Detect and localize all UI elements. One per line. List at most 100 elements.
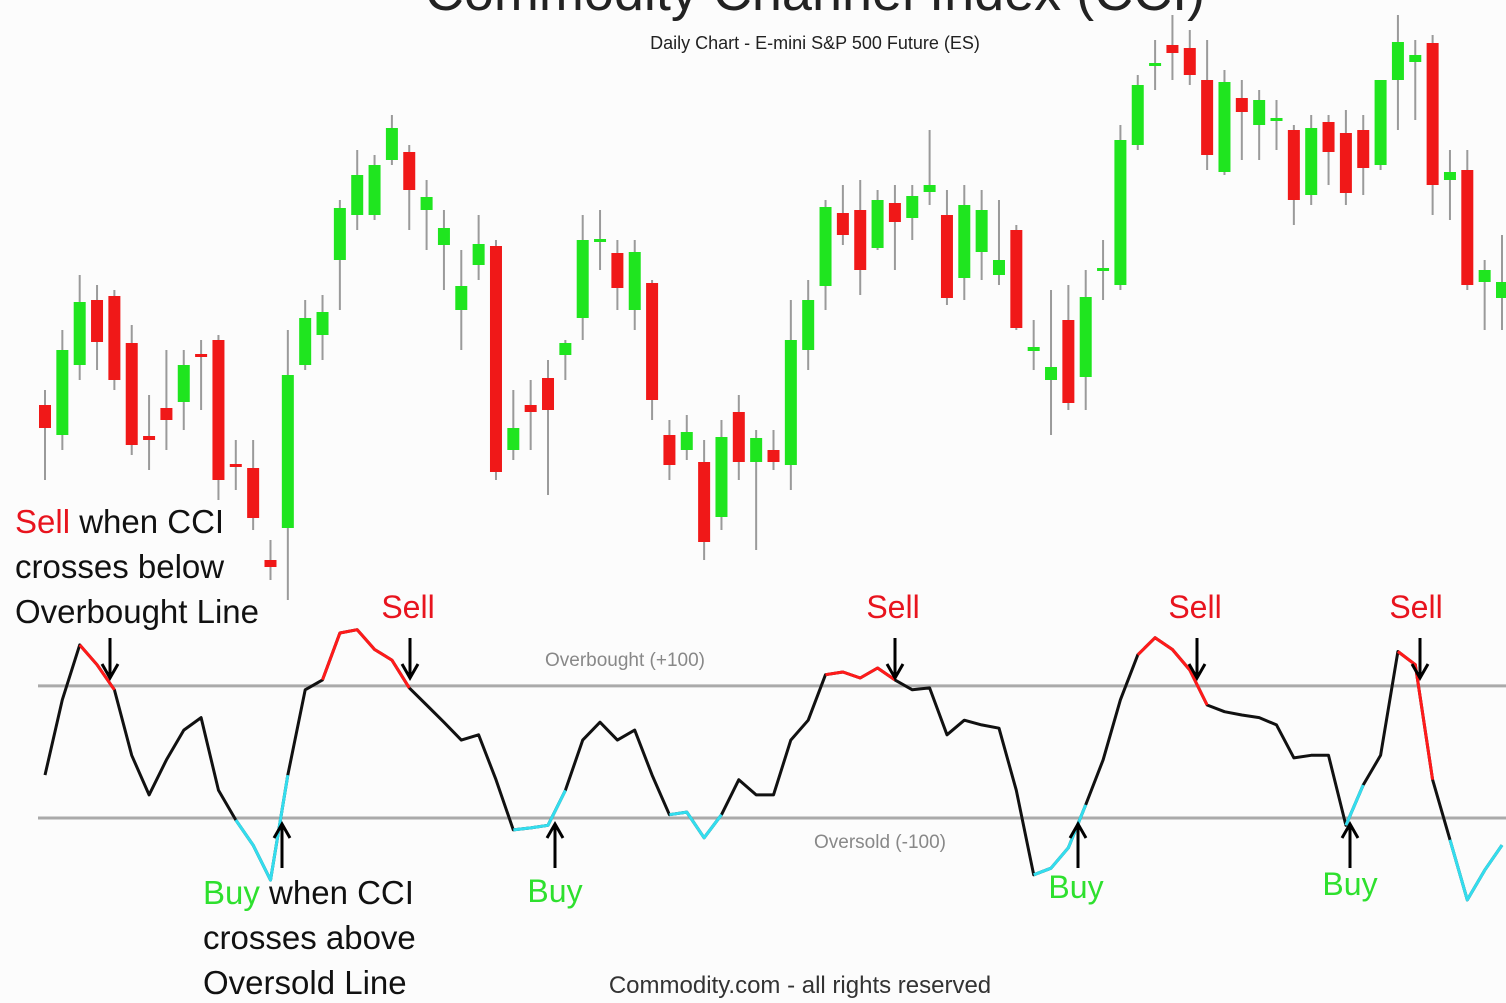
candle-body bbox=[368, 165, 381, 215]
arrow-head bbox=[1068, 820, 1088, 839]
candle-body bbox=[264, 560, 277, 567]
candle-body bbox=[1045, 367, 1058, 380]
cci-highlight bbox=[321, 628, 411, 689]
candle-body bbox=[559, 343, 572, 355]
candle-body bbox=[698, 462, 711, 542]
candle-body bbox=[1218, 82, 1231, 172]
chart-title: Commodity Channel Index (CCI) bbox=[425, 0, 1205, 22]
candle-body bbox=[1079, 297, 1092, 377]
candle-body bbox=[1374, 80, 1387, 165]
candle-body bbox=[1391, 42, 1404, 80]
candle-body bbox=[784, 340, 797, 465]
candle-body bbox=[489, 246, 502, 472]
chart-subtitle: Daily Chart - E-mini S&P 500 Future (ES) bbox=[650, 33, 980, 53]
candle-body bbox=[1062, 320, 1075, 403]
candle-body bbox=[403, 152, 416, 190]
buy-label: Buy bbox=[1322, 866, 1377, 902]
candle-body bbox=[73, 302, 86, 365]
candle-body bbox=[1097, 268, 1110, 271]
cci-highlight bbox=[78, 643, 116, 691]
sell-label: Sell bbox=[1389, 589, 1442, 625]
cci-highlight bbox=[1396, 650, 1435, 780]
annotation-text: crosses below bbox=[15, 548, 224, 585]
candle-body bbox=[247, 468, 260, 518]
candle-body bbox=[1201, 80, 1214, 155]
candle-body bbox=[472, 244, 485, 265]
candle-body bbox=[1357, 130, 1370, 168]
candle-body bbox=[420, 197, 433, 210]
candle-body bbox=[802, 300, 815, 350]
candle-body bbox=[333, 208, 346, 260]
candle-body bbox=[1270, 118, 1283, 121]
candle-body bbox=[958, 205, 971, 278]
cci-highlight bbox=[513, 789, 567, 832]
candle-body bbox=[212, 340, 225, 480]
candle-body bbox=[1287, 130, 1300, 200]
candle-body bbox=[229, 464, 242, 467]
candle-body bbox=[507, 428, 520, 450]
candle-body bbox=[542, 378, 555, 410]
candle-body bbox=[576, 240, 589, 318]
candle-body bbox=[316, 312, 329, 335]
arrow-head bbox=[545, 820, 565, 839]
candle-body bbox=[455, 286, 468, 310]
candle-body bbox=[732, 412, 745, 462]
arrow-head bbox=[1187, 663, 1207, 682]
candle-body bbox=[1235, 98, 1248, 112]
candle-body bbox=[646, 283, 659, 400]
cci-highlight bbox=[1136, 636, 1209, 706]
candle-body bbox=[108, 296, 121, 380]
candle-body bbox=[177, 365, 190, 402]
buy-label: Buy bbox=[1048, 869, 1103, 905]
cci-highlight bbox=[1344, 784, 1365, 826]
arrow-head bbox=[400, 663, 420, 682]
annotation: Oversold Line bbox=[203, 964, 407, 1001]
candle-body bbox=[1183, 48, 1196, 75]
candle-body bbox=[1461, 170, 1474, 285]
annotation: crosses below bbox=[15, 548, 224, 585]
cci-highlight bbox=[825, 666, 896, 682]
arrow-head bbox=[1340, 820, 1360, 839]
candle-body bbox=[1409, 55, 1422, 62]
annotation-text: Oversold Line bbox=[203, 964, 407, 1001]
footer: Commodity.com - all rights reserved bbox=[609, 972, 991, 999]
candle-body bbox=[819, 207, 832, 286]
candle-body bbox=[524, 405, 537, 412]
candle-body bbox=[1149, 63, 1162, 66]
candle-body bbox=[56, 350, 69, 435]
sell-label: Sell bbox=[1168, 589, 1221, 625]
sell-label: Sell bbox=[381, 589, 434, 625]
candle-body bbox=[385, 128, 398, 160]
annotation-signal: Buy bbox=[203, 874, 260, 911]
candle-body bbox=[160, 408, 173, 420]
candle-body bbox=[1027, 347, 1040, 351]
candle-body bbox=[39, 405, 51, 428]
candle-body bbox=[750, 438, 763, 462]
candle-body bbox=[906, 196, 919, 218]
candle-body bbox=[1166, 45, 1179, 53]
annotation-text: Overbought Line bbox=[15, 593, 259, 630]
candle-body bbox=[1114, 140, 1127, 285]
candle-body bbox=[351, 175, 364, 215]
candle-body bbox=[871, 200, 884, 248]
candle-body bbox=[1131, 85, 1144, 145]
candle-body bbox=[281, 375, 294, 528]
candle-body bbox=[195, 354, 208, 357]
candle-body bbox=[299, 318, 312, 365]
candle-body bbox=[715, 437, 728, 517]
candle-body bbox=[663, 435, 676, 465]
candle-body bbox=[836, 213, 849, 235]
candle-body bbox=[1426, 43, 1439, 185]
candle-body bbox=[437, 228, 450, 245]
cci-highlight bbox=[669, 810, 723, 840]
candle-body bbox=[1253, 100, 1266, 125]
sell-label: Sell bbox=[866, 589, 919, 625]
candle-body bbox=[1496, 282, 1506, 298]
candle-body bbox=[767, 450, 780, 462]
cci-highlight bbox=[1448, 839, 1504, 902]
arrow-head bbox=[1410, 663, 1430, 682]
candle-body bbox=[628, 252, 641, 310]
candle-body bbox=[125, 343, 138, 445]
